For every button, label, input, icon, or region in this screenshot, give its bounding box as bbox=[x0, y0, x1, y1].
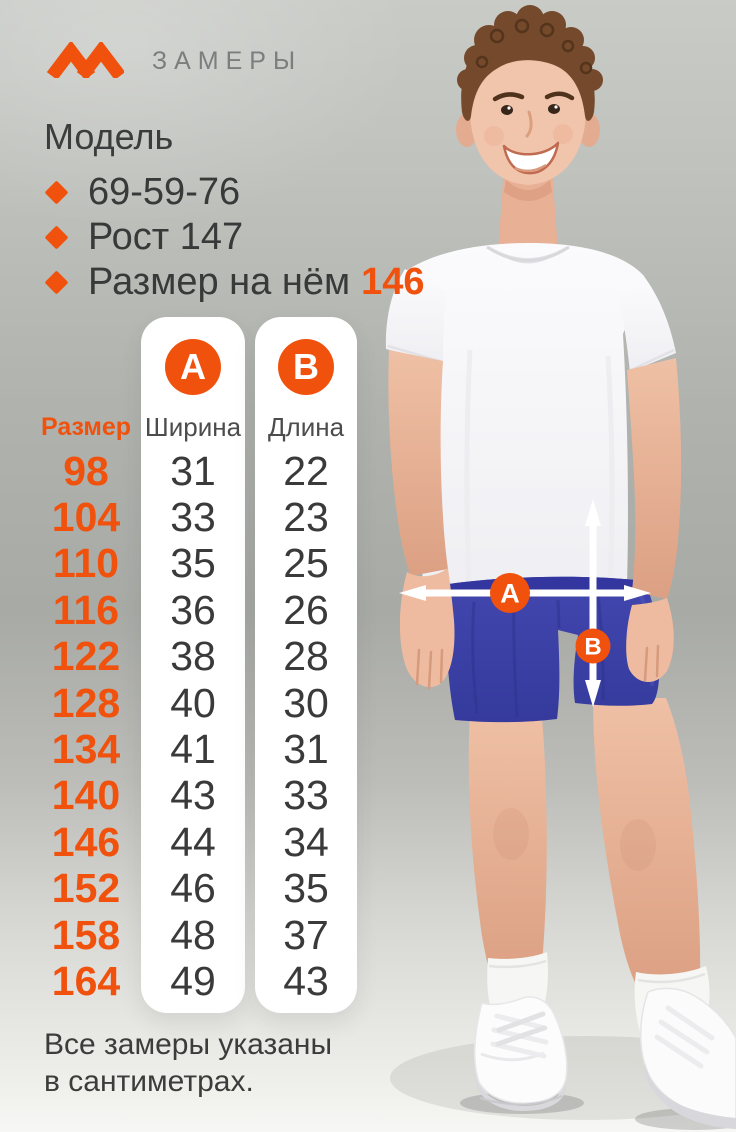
diamond-bullet-icon bbox=[44, 225, 69, 250]
size-cell: 122 bbox=[51, 633, 121, 680]
width-cell: 31 bbox=[170, 447, 216, 494]
size-cell: 128 bbox=[51, 679, 121, 726]
table-row: 104 33 23 bbox=[40, 494, 357, 540]
face-features bbox=[484, 91, 575, 175]
length-cell: 34 bbox=[283, 818, 329, 865]
length-cell: 37 bbox=[283, 911, 329, 958]
size-cell: 152 bbox=[51, 865, 121, 912]
table-row: 116 36 26 bbox=[40, 587, 357, 633]
table-row: 152 46 35 bbox=[40, 866, 357, 912]
footnote-line-1: Все замеры указаны bbox=[44, 1028, 333, 1061]
hair-curl-details bbox=[475, 18, 593, 75]
length-cell: 30 bbox=[283, 679, 329, 726]
width-cell: 46 bbox=[170, 865, 216, 912]
right-sneaker bbox=[640, 987, 736, 1129]
size-table-rows: 98 31 22 104 33 23 110 35 25 116 36 26 1… bbox=[40, 448, 357, 1005]
diamond-bullet-icon bbox=[44, 270, 69, 295]
footnote: Все замеры указаны в сантиметрах. bbox=[44, 1026, 332, 1100]
length-cell: 23 bbox=[283, 494, 329, 541]
column-pill-width bbox=[141, 317, 245, 1013]
size-cell: 116 bbox=[52, 586, 120, 633]
width-cell: 33 bbox=[170, 494, 216, 541]
width-cell: 44 bbox=[170, 818, 216, 865]
model-measurements: 69-59-76 bbox=[88, 171, 241, 213]
legs bbox=[468, 698, 701, 990]
arms bbox=[388, 350, 682, 690]
bullet-item-measurements: 69-59-76 bbox=[44, 170, 425, 215]
table-row: 158 48 37 bbox=[40, 912, 357, 958]
left-sneaker bbox=[473, 996, 568, 1111]
size-cell: 164 bbox=[51, 957, 121, 1004]
brand-title: ЗАМЕРЫ bbox=[152, 47, 303, 75]
table-row: 110 35 25 bbox=[40, 541, 357, 587]
width-cell: 49 bbox=[170, 957, 216, 1004]
diamond-bullet-icon bbox=[44, 180, 69, 205]
head bbox=[456, 5, 603, 252]
socks-and-sneakers bbox=[460, 952, 736, 1130]
length-column-header: Длина bbox=[267, 412, 345, 442]
column-b-badge: B bbox=[278, 339, 334, 395]
length-cell: 31 bbox=[283, 726, 329, 773]
column-pill-length bbox=[255, 317, 357, 1013]
table-row: 164 49 43 bbox=[40, 958, 357, 1004]
width-cell: 48 bbox=[170, 911, 216, 958]
length-cell: 35 bbox=[283, 865, 329, 912]
width-cell: 43 bbox=[170, 772, 216, 819]
measurement-arrows: A B bbox=[399, 499, 651, 707]
length-cell: 22 bbox=[283, 447, 329, 494]
table-row: 140 43 33 bbox=[40, 773, 357, 819]
length-cell: 26 bbox=[283, 586, 329, 633]
marker-b-label: B bbox=[584, 634, 601, 661]
column-a-badge: A bbox=[165, 339, 221, 395]
size-worn-value: 146 bbox=[361, 261, 425, 303]
size-cell: 158 bbox=[51, 911, 121, 958]
width-cell: 41 bbox=[170, 726, 216, 773]
size-cell: 104 bbox=[51, 494, 121, 541]
width-cell: 40 bbox=[170, 679, 216, 726]
marker-a-badge: A bbox=[490, 573, 530, 613]
size-cell: 146 bbox=[51, 818, 121, 865]
length-cell: 43 bbox=[283, 957, 329, 1004]
boy-figure: A B bbox=[385, 5, 736, 1130]
width-cell: 36 bbox=[170, 586, 216, 633]
table-row: 122 38 28 bbox=[40, 634, 357, 680]
model-bullets: 69-59-76 Рост 147 Размер на нём 146 bbox=[44, 170, 425, 305]
bullet-item-size-worn: Размер на нём 146 bbox=[44, 260, 425, 305]
marker-b-badge: B bbox=[575, 628, 611, 664]
model-heading: Модель bbox=[44, 116, 174, 157]
model-height: Рост 147 bbox=[88, 216, 244, 258]
table-row: 128 40 30 bbox=[40, 680, 357, 726]
size-cell: 98 bbox=[63, 447, 109, 494]
length-cell: 28 bbox=[283, 633, 329, 680]
table-row: 134 41 31 bbox=[40, 726, 357, 772]
tshirt bbox=[385, 243, 676, 596]
footnote-line-2: в сантиметрах. bbox=[44, 1065, 254, 1098]
width-cell: 38 bbox=[170, 633, 216, 680]
size-cell: 110 bbox=[52, 540, 120, 587]
length-cell: 25 bbox=[283, 540, 329, 587]
table-row: 146 44 34 bbox=[40, 819, 357, 865]
brand-logo-icon bbox=[46, 42, 124, 78]
size-cell: 134 bbox=[51, 726, 121, 773]
table-row: 98 31 22 bbox=[40, 448, 357, 494]
hair bbox=[457, 5, 603, 121]
width-column-header: Ширина bbox=[144, 412, 242, 442]
size-column-header: Размер bbox=[40, 413, 132, 441]
bullet-item-height: Рост 147 bbox=[44, 215, 425, 260]
marker-a-label: A bbox=[500, 579, 520, 609]
size-cell: 140 bbox=[51, 772, 121, 819]
width-cell: 35 bbox=[170, 540, 216, 587]
size-worn-label: Размер на нём bbox=[88, 261, 351, 303]
length-cell: 33 bbox=[283, 772, 329, 819]
